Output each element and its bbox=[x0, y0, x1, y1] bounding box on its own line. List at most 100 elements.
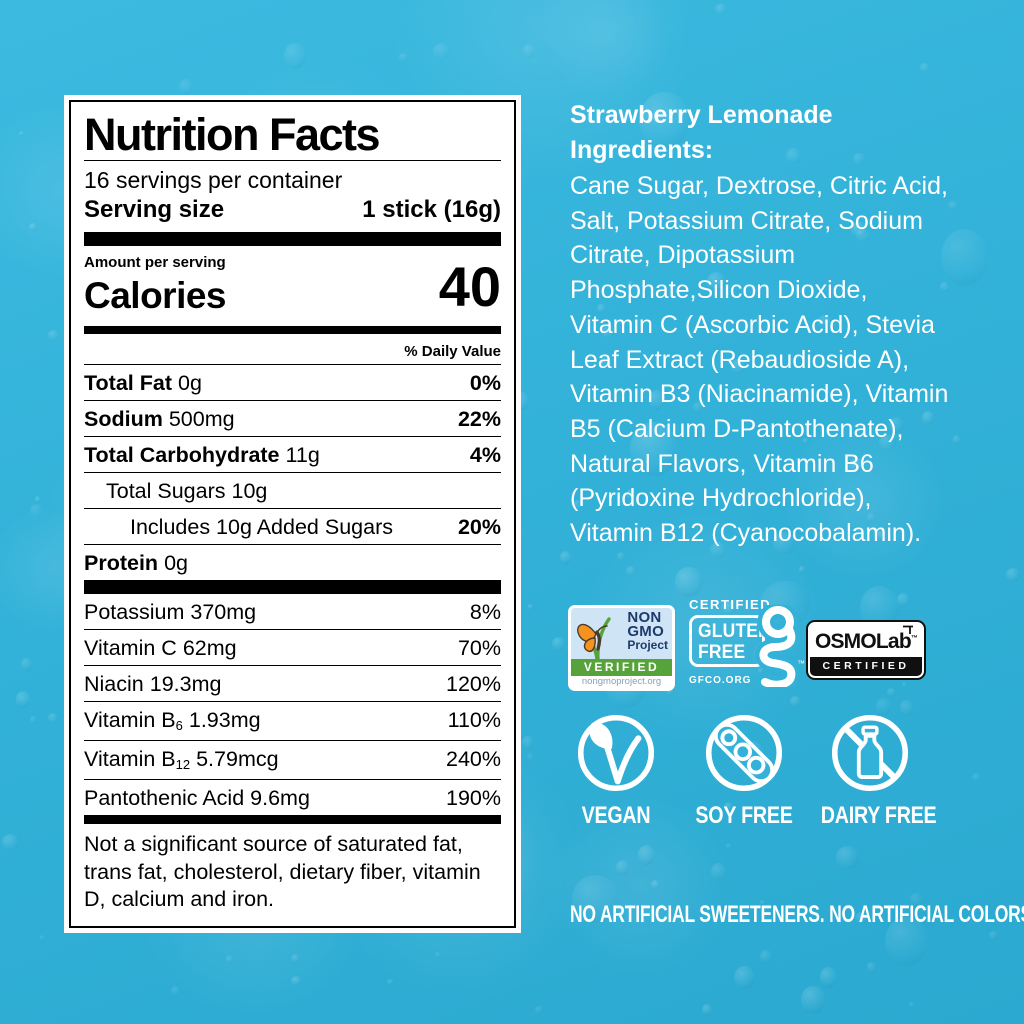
daily-value-percent: 20% bbox=[457, 515, 501, 539]
nutrient-name: Vitamin B bbox=[84, 708, 176, 732]
osmolab-certified-bar: CERTIFIED bbox=[810, 657, 922, 676]
medium-divider bbox=[84, 815, 501, 824]
non-gmo-url: nongmoproject.org bbox=[581, 676, 662, 687]
nutrient-row: Vitamin C 62mg 70% bbox=[84, 630, 501, 666]
osmolab-wordmark: OSMOLab™ bbox=[810, 624, 922, 657]
butterfly-icon bbox=[577, 617, 611, 659]
nutrition-footnote: Not a significant source of saturated fa… bbox=[84, 832, 481, 911]
nutrient-name: Potassium bbox=[84, 600, 185, 624]
ingredients-list: Cane Sugar, Dextrose, Citric Acid, Salt, … bbox=[570, 169, 1022, 551]
osmolab-certified-badge: OSMOLab™ CERTIFIED bbox=[806, 620, 926, 680]
nutrient-name: Total Carbohydrate bbox=[84, 443, 280, 467]
ingredients-line: Leaf Extract (Rebaudioside A), bbox=[570, 345, 910, 374]
nutrient-row: Protein 0g bbox=[84, 545, 501, 580]
thick-divider bbox=[84, 232, 501, 246]
nutrient-amount: 10g bbox=[231, 479, 268, 503]
ingredients-line: Vitamin B12 (Cyanocobalamin). bbox=[570, 519, 922, 548]
nutrient-row: Vitamin B6 1.93mg 110% bbox=[84, 702, 501, 741]
nutrient-row: Pantothenic Acid 9.6mg 190% bbox=[84, 780, 501, 815]
nutrient-name: Total Fat bbox=[84, 371, 172, 395]
trademark-symbol: ™ bbox=[910, 635, 918, 642]
thick-divider bbox=[84, 580, 501, 594]
ingredients-line: B5 (Calcium D-Pantothenate), bbox=[570, 414, 904, 443]
flask-icon bbox=[903, 625, 913, 634]
nutrient-name: Pantothenic Acid bbox=[84, 786, 245, 810]
amount-per-serving-label: Amount per serving bbox=[84, 254, 226, 271]
nutrient-row: Total Carbohydrate 11g 4% bbox=[84, 437, 501, 473]
serving-size-value: 1 stick (16g) bbox=[362, 196, 501, 223]
ingredients-line: (Pyridoxine Hydrochloride), bbox=[570, 484, 872, 513]
nutrition-facts-panel: Nutrition Facts 16 servings per containe… bbox=[64, 95, 521, 933]
calories-label: Calories bbox=[84, 275, 227, 316]
ingredients-line: Vitamin B3 (Niacinamide), Vitamin bbox=[570, 380, 949, 409]
gfco-g-icon bbox=[755, 605, 800, 687]
ingredients-label: Ingredients: bbox=[570, 135, 714, 164]
divider bbox=[84, 160, 501, 161]
nutrient-row: Potassium 370mg 8% bbox=[84, 594, 501, 630]
nutrition-facts-title: Nutrition Facts bbox=[84, 109, 381, 160]
daily-value-percent: 4% bbox=[469, 443, 501, 467]
nutrition-facts-border: Nutrition Facts 16 servings per containe… bbox=[69, 100, 516, 928]
ingredients-line: Natural Flavors, Vitamin B6 bbox=[570, 449, 874, 478]
ingredients-line: Cane Sugar, Dextrose, Citric Acid, bbox=[570, 172, 948, 200]
servings-per-container: 16 servings per container bbox=[84, 167, 343, 193]
soy-free-label: SOY FREE bbox=[695, 802, 793, 829]
vitamin-rows: Potassium 370mg 8% Vitamin C 62mg 70% Niacin 19… bbox=[84, 594, 501, 815]
nutrient-name: Vitamin B bbox=[84, 747, 176, 771]
nutrient-amount: 19.3mg bbox=[149, 672, 222, 696]
serving-size-row: Serving size 1 stick (16g) bbox=[84, 195, 501, 225]
no-dairy-icon bbox=[831, 714, 909, 792]
ingredients-line: Citrate, Dipotassium bbox=[570, 241, 796, 270]
gluten-free-box: GLUTEN FREE bbox=[689, 615, 771, 667]
daily-value-percent: 70% bbox=[457, 636, 501, 660]
ingredients-heading: Strawberry Lemonade Ingredients: bbox=[570, 98, 1020, 167]
nutrient-amount: 370mg bbox=[190, 600, 257, 624]
daily-value-percent: 22% bbox=[457, 407, 501, 431]
non-gmo-verified-badge: NON GMO Project VERIFIED nongmoproject.o… bbox=[568, 605, 675, 691]
daily-value-percent: 190% bbox=[446, 786, 501, 810]
certified-gluten-free-badge: CERTIFIED GLUTEN FREE ™ GFCO.ORG bbox=[689, 597, 807, 695]
nutrient-row: Includes 10g Added Sugars 20% bbox=[84, 509, 501, 545]
dairy-free-label: DAIRY FREE bbox=[820, 802, 937, 829]
nutrient-row: Total Sugars 10g bbox=[84, 473, 501, 509]
ingredients-line: Salt, Potassium Citrate, Sodium bbox=[570, 206, 923, 235]
dairy-free-mark: DAIRY FREE bbox=[810, 710, 937, 830]
nutrient-name-subscript: 12 bbox=[175, 757, 191, 772]
nutrient-amount: 11g bbox=[285, 443, 320, 467]
ingredients-line: Vitamin C (Ascorbic Acid), Stevia bbox=[570, 310, 935, 339]
daily-value-percent: 0% bbox=[469, 371, 501, 395]
nutrient-name: Vitamin C bbox=[84, 636, 177, 660]
nutrient-rows: Total Fat 0g 0% Sodium 500mg 22% Total Carbohy… bbox=[84, 365, 501, 580]
non-gmo-wordmark: NON GMO Project bbox=[627, 609, 668, 652]
nutrient-amount: 62mg bbox=[182, 636, 237, 660]
soy-free-mark: SOY FREE bbox=[684, 710, 804, 830]
serving-size-label: Serving size bbox=[84, 196, 225, 223]
non-gmo-badge-top: NON GMO Project bbox=[571, 608, 672, 659]
nutrient-name: Sodium bbox=[84, 407, 163, 431]
nutrient-amount: 500mg bbox=[168, 407, 235, 431]
calories-value: 40 bbox=[438, 255, 501, 318]
daily-value-header: % Daily Value bbox=[84, 337, 501, 365]
nutrient-amount: 0g bbox=[177, 371, 202, 395]
nutrient-row: Vitamin B12 5.79mcg 240% bbox=[84, 741, 501, 780]
nutrient-amount: 1.93mg bbox=[188, 708, 261, 732]
nutrient-amount: 5.79mcg bbox=[196, 747, 279, 771]
nutrient-row: Total Fat 0g 0% bbox=[84, 365, 501, 401]
nutrient-row: Niacin 19.3mg 120% bbox=[84, 666, 501, 702]
certified-label: CERTIFIED bbox=[689, 597, 772, 612]
nutrient-amount: 0g bbox=[164, 551, 188, 575]
vegan-leaf-check-icon bbox=[577, 714, 655, 792]
trademark-symbol: ™ bbox=[797, 659, 805, 668]
gfco-org-label: GFCO.ORG bbox=[689, 675, 752, 686]
no-artificial-tagline: NO ARTIFICIAL SWEETENERS. NO ARTIFICIAL … bbox=[570, 901, 1024, 928]
ingredients-line: Phosphate,Silicon Dioxide, bbox=[570, 276, 868, 305]
no-soy-icon bbox=[705, 714, 783, 792]
nutrient-name-subscript: 6 bbox=[175, 718, 183, 733]
daily-value-percent: 110% bbox=[447, 708, 501, 732]
medium-divider bbox=[84, 326, 501, 334]
daily-value-percent: 120% bbox=[446, 672, 501, 696]
nutrient-row: Sodium 500mg 22% bbox=[84, 401, 501, 437]
nutrient-amount: 9.6mg bbox=[250, 786, 310, 810]
verified-bar: VERIFIED bbox=[571, 659, 672, 676]
